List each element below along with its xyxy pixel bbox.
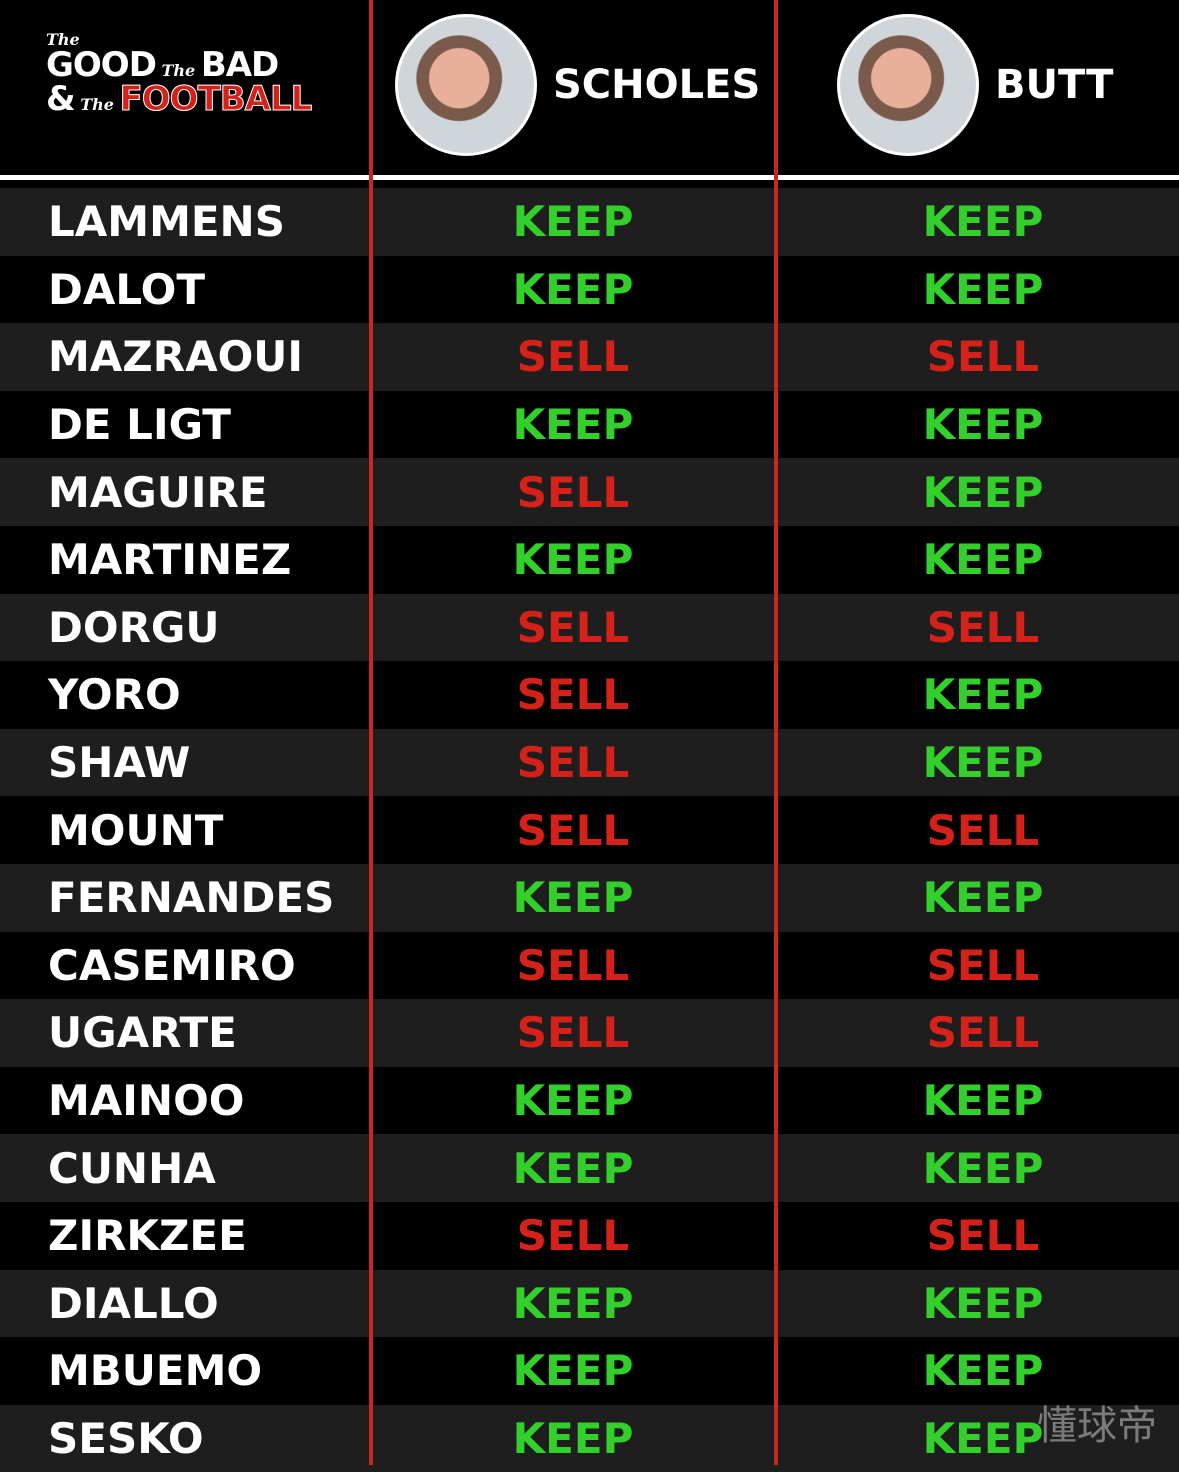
scholes-verdict: SELL <box>516 602 630 652</box>
scholes-verdict: KEEP <box>512 400 634 450</box>
table-row: MAINOO KEEP KEEP <box>0 1066 1179 1135</box>
player-name: FERNANDES <box>48 873 335 923</box>
butt-verdict: SELL <box>926 1211 1040 1261</box>
player-name: UGARTE <box>48 1008 237 1058</box>
scholes-verdict: KEEP <box>512 197 634 247</box>
scholes-verdict: KEEP <box>512 1076 634 1126</box>
butt-verdict: KEEP <box>922 738 1044 788</box>
table-row: CUNHA KEEP KEEP <box>0 1134 1179 1202</box>
scholes-verdict: SELL <box>516 670 630 720</box>
table-row: DALOT KEEP KEEP <box>0 255 1179 324</box>
butt-verdict: KEEP <box>922 1076 1044 1126</box>
butt-verdict: KEEP <box>922 1278 1044 1328</box>
table-row: DORGU SELL SELL <box>0 593 1179 662</box>
table-row: FERNANDES KEEP KEEP <box>0 863 1179 932</box>
player-name: ZIRKZEE <box>48 1211 247 1261</box>
pundit-name: BUTT <box>995 62 1114 108</box>
player-name: MAZRAOUI <box>48 332 304 382</box>
table-row: MOUNT SELL SELL <box>0 796 1179 864</box>
player-name: MBUEMO <box>48 1346 263 1396</box>
butt-verdict: KEEP <box>922 400 1044 450</box>
butt-verdict: KEEP <box>922 1346 1044 1396</box>
logo-text: GOOD <box>46 45 157 85</box>
table-row: UGARTE SELL SELL <box>0 999 1179 1067</box>
player-name: MAINOO <box>48 1076 245 1126</box>
header-divider <box>0 175 1179 180</box>
table-row: MAGUIRE SELL KEEP <box>0 458 1179 526</box>
avatar <box>837 14 979 156</box>
logo: The GOOD The BAD & The FOOTBALL <box>46 30 313 119</box>
scholes-verdict: SELL <box>516 332 630 382</box>
player-name: SESKO <box>48 1413 204 1463</box>
scholes-verdict: KEEP <box>512 535 634 585</box>
header: The GOOD The BAD & The FOOTBALL SCHOLES … <box>0 0 1179 175</box>
column-divider <box>774 0 778 1465</box>
butt-verdict: SELL <box>926 602 1040 652</box>
butt-verdict: KEEP <box>922 1143 1044 1193</box>
player-name: DORGU <box>48 602 220 652</box>
butt-verdict: SELL <box>926 805 1040 855</box>
table-row: SESKO KEEP KEEP <box>0 1404 1179 1472</box>
scholes-verdict: SELL <box>516 940 630 990</box>
scholes-verdict: KEEP <box>512 873 634 923</box>
player-name: YORO <box>48 670 181 720</box>
player-name: SHAW <box>48 738 191 788</box>
table-row: SHAW SELL KEEP <box>0 728 1179 797</box>
table-row: MARTINEZ KEEP KEEP <box>0 525 1179 594</box>
table-row: DIALLO KEEP KEEP <box>0 1269 1179 1338</box>
player-name: LAMMENS <box>48 197 285 247</box>
player-name: DALOT <box>48 264 205 314</box>
column-divider <box>369 0 373 1465</box>
butt-verdict: KEEP <box>922 467 1044 517</box>
butt-verdict: KEEP <box>922 197 1044 247</box>
scholes-verdict: SELL <box>516 738 630 788</box>
scholes-verdict: KEEP <box>512 264 634 314</box>
logo-text: The <box>80 95 114 114</box>
butt-verdict: KEEP <box>922 670 1044 720</box>
table-row: DE LIGT KEEP KEEP <box>0 390 1179 459</box>
butt-verdict: SELL <box>926 940 1040 990</box>
table-row: YORO SELL KEEP <box>0 661 1179 729</box>
player-name: DIALLO <box>48 1278 219 1328</box>
pundit-butt: BUTT <box>837 10 1113 160</box>
player-name: CASEMIRO <box>48 940 296 990</box>
butt-verdict: KEEP <box>922 1413 1044 1463</box>
logo-text: & <box>46 79 76 119</box>
logo-text: FOOTBALL <box>119 79 313 119</box>
pundit-name: SCHOLES <box>553 62 761 108</box>
table-row: LAMMENS KEEP KEEP <box>0 188 1179 256</box>
butt-verdict: SELL <box>926 1008 1040 1058</box>
watermark: 懂球帝 <box>1037 1403 1157 1449</box>
table-row: MAZRAOUI SELL SELL <box>0 323 1179 391</box>
scholes-verdict: KEEP <box>512 1143 634 1193</box>
butt-verdict: KEEP <box>922 873 1044 923</box>
table-row: CASEMIRO SELL SELL <box>0 931 1179 1000</box>
scholes-verdict: SELL <box>516 805 630 855</box>
butt-verdict: SELL <box>926 332 1040 382</box>
player-name: CUNHA <box>48 1143 216 1193</box>
avatar <box>395 14 537 156</box>
table-row: ZIRKZEE SELL SELL <box>0 1201 1179 1270</box>
scholes-verdict: SELL <box>516 1008 630 1058</box>
player-name: DE LIGT <box>48 400 231 450</box>
scholes-verdict: KEEP <box>512 1413 634 1463</box>
logo-text: The <box>161 61 196 80</box>
logo-text: The <box>46 30 80 49</box>
butt-verdict: KEEP <box>922 264 1044 314</box>
scholes-verdict: KEEP <box>512 1346 634 1396</box>
table-row: MBUEMO KEEP KEEP <box>0 1337 1179 1405</box>
player-name: MOUNT <box>48 805 224 855</box>
player-name: MAGUIRE <box>48 467 268 517</box>
scholes-verdict: SELL <box>516 1211 630 1261</box>
scholes-verdict: SELL <box>516 467 630 517</box>
verdict-table: LAMMENS KEEP KEEP DALOT KEEP KEEP MAZRAOUI… <box>0 188 1179 1472</box>
scholes-verdict: KEEP <box>512 1278 634 1328</box>
pundit-scholes: SCHOLES <box>395 10 760 160</box>
player-name: MARTINEZ <box>48 535 292 585</box>
butt-verdict: KEEP <box>922 535 1044 585</box>
logo-text: BAD <box>200 45 279 85</box>
